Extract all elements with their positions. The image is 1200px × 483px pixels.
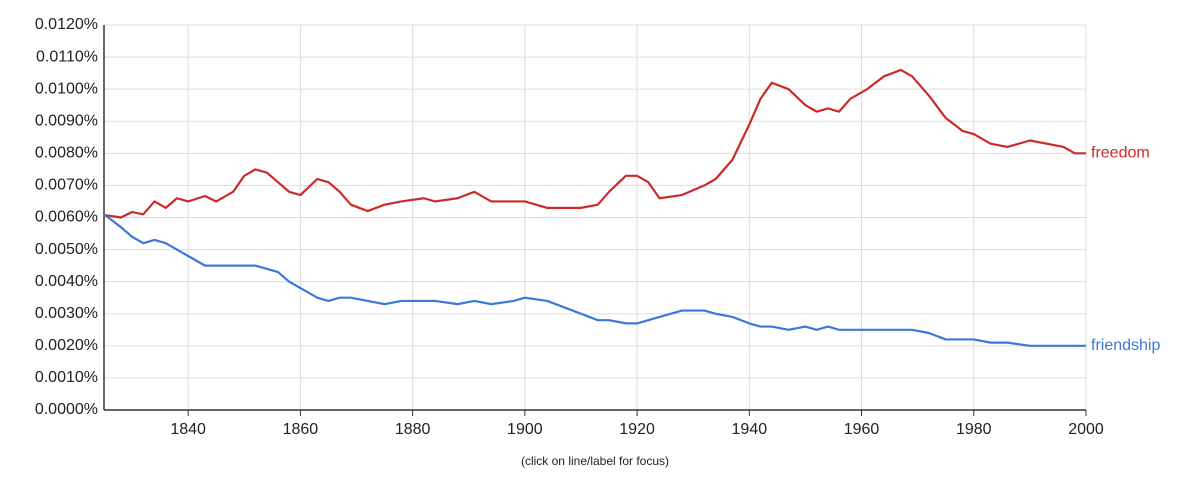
y-tick-label: 0.0050% — [35, 241, 98, 258]
series-line[interactable] — [103, 213, 1086, 347]
series-label[interactable]: freedom — [1091, 145, 1150, 162]
y-tick-label: 0.0080% — [35, 145, 98, 162]
x-tick-label: 1960 — [844, 421, 880, 438]
x-tick-label: 2000 — [1068, 421, 1104, 438]
y-tick-label: 0.0120% — [35, 16, 98, 33]
x-tick-label: 1940 — [732, 421, 768, 438]
y-tick-label: 0.0110% — [36, 48, 98, 65]
x-tick-label: 1840 — [170, 421, 206, 438]
x-tick-label: 1980 — [956, 421, 992, 438]
series-line[interactable] — [103, 68, 1086, 219]
y-tick-label: 0.0030% — [35, 305, 98, 322]
y-tick-label: 0.0070% — [35, 177, 98, 194]
x-tick-label: 1860 — [283, 421, 319, 438]
x-tick-label: 1900 — [507, 421, 543, 438]
x-tick-label: 1920 — [619, 421, 655, 438]
y-tick-label: 0.0020% — [35, 337, 98, 354]
y-tick-label: 0.0090% — [35, 112, 98, 129]
y-tick-label: 0.0040% — [35, 273, 98, 290]
y-tick-label: 0.0060% — [35, 209, 98, 226]
series-label[interactable]: friendship — [1091, 337, 1160, 354]
x-tick-label: 1880 — [395, 421, 431, 438]
y-tick-label: 0.0000% — [35, 401, 98, 418]
focus-hint: (click on line/label for focus) — [521, 454, 669, 468]
y-tick-label: 0.0010% — [35, 369, 98, 386]
y-tick-label: 0.0100% — [35, 80, 98, 97]
